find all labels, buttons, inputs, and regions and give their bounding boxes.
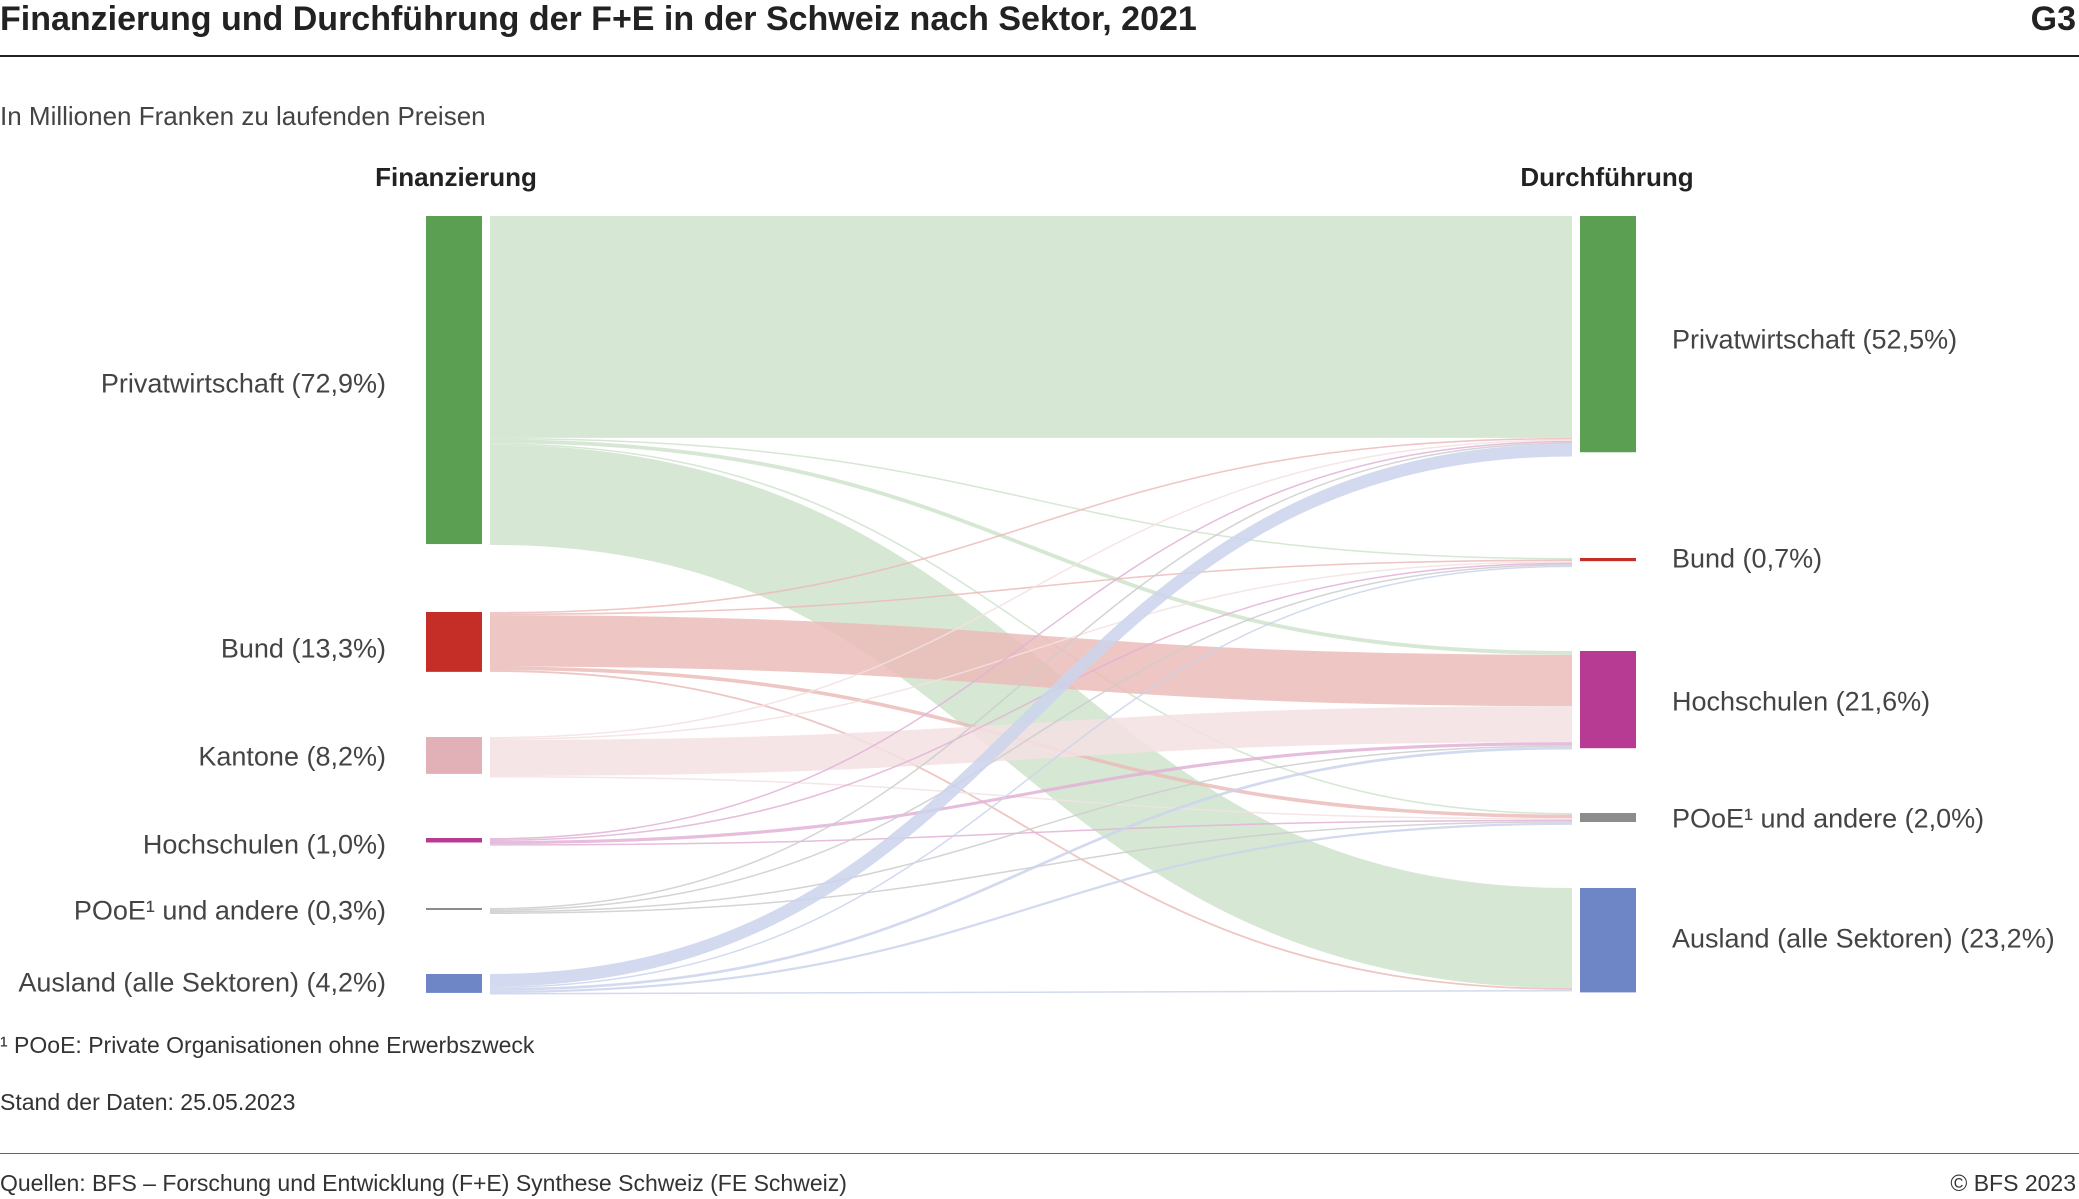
target-node-pooe-und-andere-2-0 xyxy=(1580,813,1636,822)
flow-ausland-alle-sektoren-4-2-to-privatwirtschaft-52-5 xyxy=(489,443,1573,987)
flow-bund-13-3-to-bund-0-7 xyxy=(489,559,1573,616)
target-label-bund: Bund (0,7%) xyxy=(1672,543,1823,574)
flow-hochschulen-1-0-to-bund-0-7 xyxy=(489,562,1573,841)
source-label-pooe: POoE¹ und andere (0,3%) xyxy=(73,895,386,926)
flow-pooe-und-andere-0-3-to-bund-0-7 xyxy=(489,564,1573,911)
source-node-hochschulen-1-0 xyxy=(426,838,482,843)
flow-hochschulen-1-0-to-pooe-und-andere-2-0 xyxy=(489,819,1573,846)
flow-kantone-8-2-to-hochschulen-21-6 xyxy=(489,706,1573,776)
data-date: Stand der Daten: 25.05.2023 xyxy=(0,1089,296,1115)
target-label-ausland: Ausland (alle Sektoren) (23,2%) xyxy=(1672,923,2055,954)
target-node-ausland-alle-sektoren-23-2 xyxy=(1580,888,1636,993)
flow-ausland-alle-sektoren-4-2-to-hochschulen-21-6 xyxy=(489,746,1573,991)
target-column-title: Durchführung xyxy=(1520,162,1694,192)
flow-privatwirtschaft-72-9-to-hochschulen-21-6 xyxy=(489,439,1573,655)
source-label-hochschulen: Hochschulen (1,0%) xyxy=(142,829,386,860)
flow-pooe-und-andere-0-3-to-privatwirtschaft-52-5 xyxy=(489,442,1573,910)
target-label-hochschulen: Hochschulen (21,6%) xyxy=(1672,686,1931,717)
footnote: ¹ POoE: Private Organisationen ohne Erwe… xyxy=(0,1032,535,1058)
copyright: © BFS 2023 xyxy=(1950,1170,2076,1196)
source-column-title: Finanzierung xyxy=(375,162,537,192)
source-node-bund-13-3 xyxy=(426,612,482,672)
flow-hochschulen-1-0-to-hochschulen-21-6 xyxy=(489,742,1573,845)
flow-bund-13-3-to-ausland-alle-sektoren-23-2 xyxy=(489,670,1573,990)
flow-kantone-8-2-to-privatwirtschaft-52-5 xyxy=(489,439,1573,739)
source-node-privatwirtschaft-72-9 xyxy=(426,216,482,545)
flow-bund-13-3-to-privatwirtschaft-52-5 xyxy=(489,437,1573,614)
source-note: Quellen: BFS – Forschung und Entwicklung… xyxy=(0,1170,847,1196)
source-node-kantone-8-2 xyxy=(426,737,482,774)
target-node-bund-0-7 xyxy=(1580,558,1636,562)
target-node-hochschulen-21-6 xyxy=(1580,651,1636,749)
flow-hochschulen-1-0-to-privatwirtschaft-52-5 xyxy=(489,440,1573,840)
source-node-pooe-und-andere-0-3 xyxy=(426,908,482,910)
flow-pooe-und-andere-0-3-to-hochschulen-21-6 xyxy=(489,745,1573,913)
chart-subtitle: In Millionen Franken zu laufenden Preise… xyxy=(0,101,486,131)
flow-privatwirtschaft-72-9-to-bund-0-7 xyxy=(489,437,1573,560)
node-group xyxy=(426,216,1636,993)
source-label-privatwirtschaft: Privatwirtschaft (72,9%) xyxy=(100,368,386,399)
flow-group xyxy=(489,215,1573,995)
footer-divider xyxy=(0,1153,2079,1154)
flow-privatwirtschaft-72-9-to-pooe-und-andere-2-0 xyxy=(489,443,1573,815)
target-label-privatwirtschaft: Privatwirtschaft (52,5%) xyxy=(1672,324,1958,355)
chart-code: G3 xyxy=(2030,0,2076,38)
source-label-ausland: Ausland (alle Sektoren) (4,2%) xyxy=(18,967,386,998)
flow-kantone-8-2-to-bund-0-7 xyxy=(489,561,1573,740)
source-label-bund: Bund (13,3%) xyxy=(220,633,386,664)
target-label-pooe: POoE¹ und andere (2,0%) xyxy=(1672,803,1985,834)
flow-bund-13-3-to-hochschulen-21-6 xyxy=(489,615,1573,707)
chart-title: Finanzierung und Durchführung der F+E in… xyxy=(0,0,1197,38)
source-label-kantone: Kantone (8,2%) xyxy=(198,741,386,772)
flow-ausland-alle-sektoren-4-2-to-bund-0-7 xyxy=(489,565,1573,989)
title-divider xyxy=(0,55,2079,57)
target-node-privatwirtschaft-52-5 xyxy=(1580,216,1636,453)
flow-kantone-8-2-to-pooe-und-andere-2-0 xyxy=(489,776,1573,820)
flow-ausland-alle-sektoren-4-2-to-pooe-und-andere-2-0 xyxy=(489,822,1573,994)
flow-ausland-alle-sektoren-4-2-to-ausland-alle-sektoren-23-2 xyxy=(489,989,1573,995)
source-node-ausland-alle-sektoren-4-2 xyxy=(426,974,482,993)
